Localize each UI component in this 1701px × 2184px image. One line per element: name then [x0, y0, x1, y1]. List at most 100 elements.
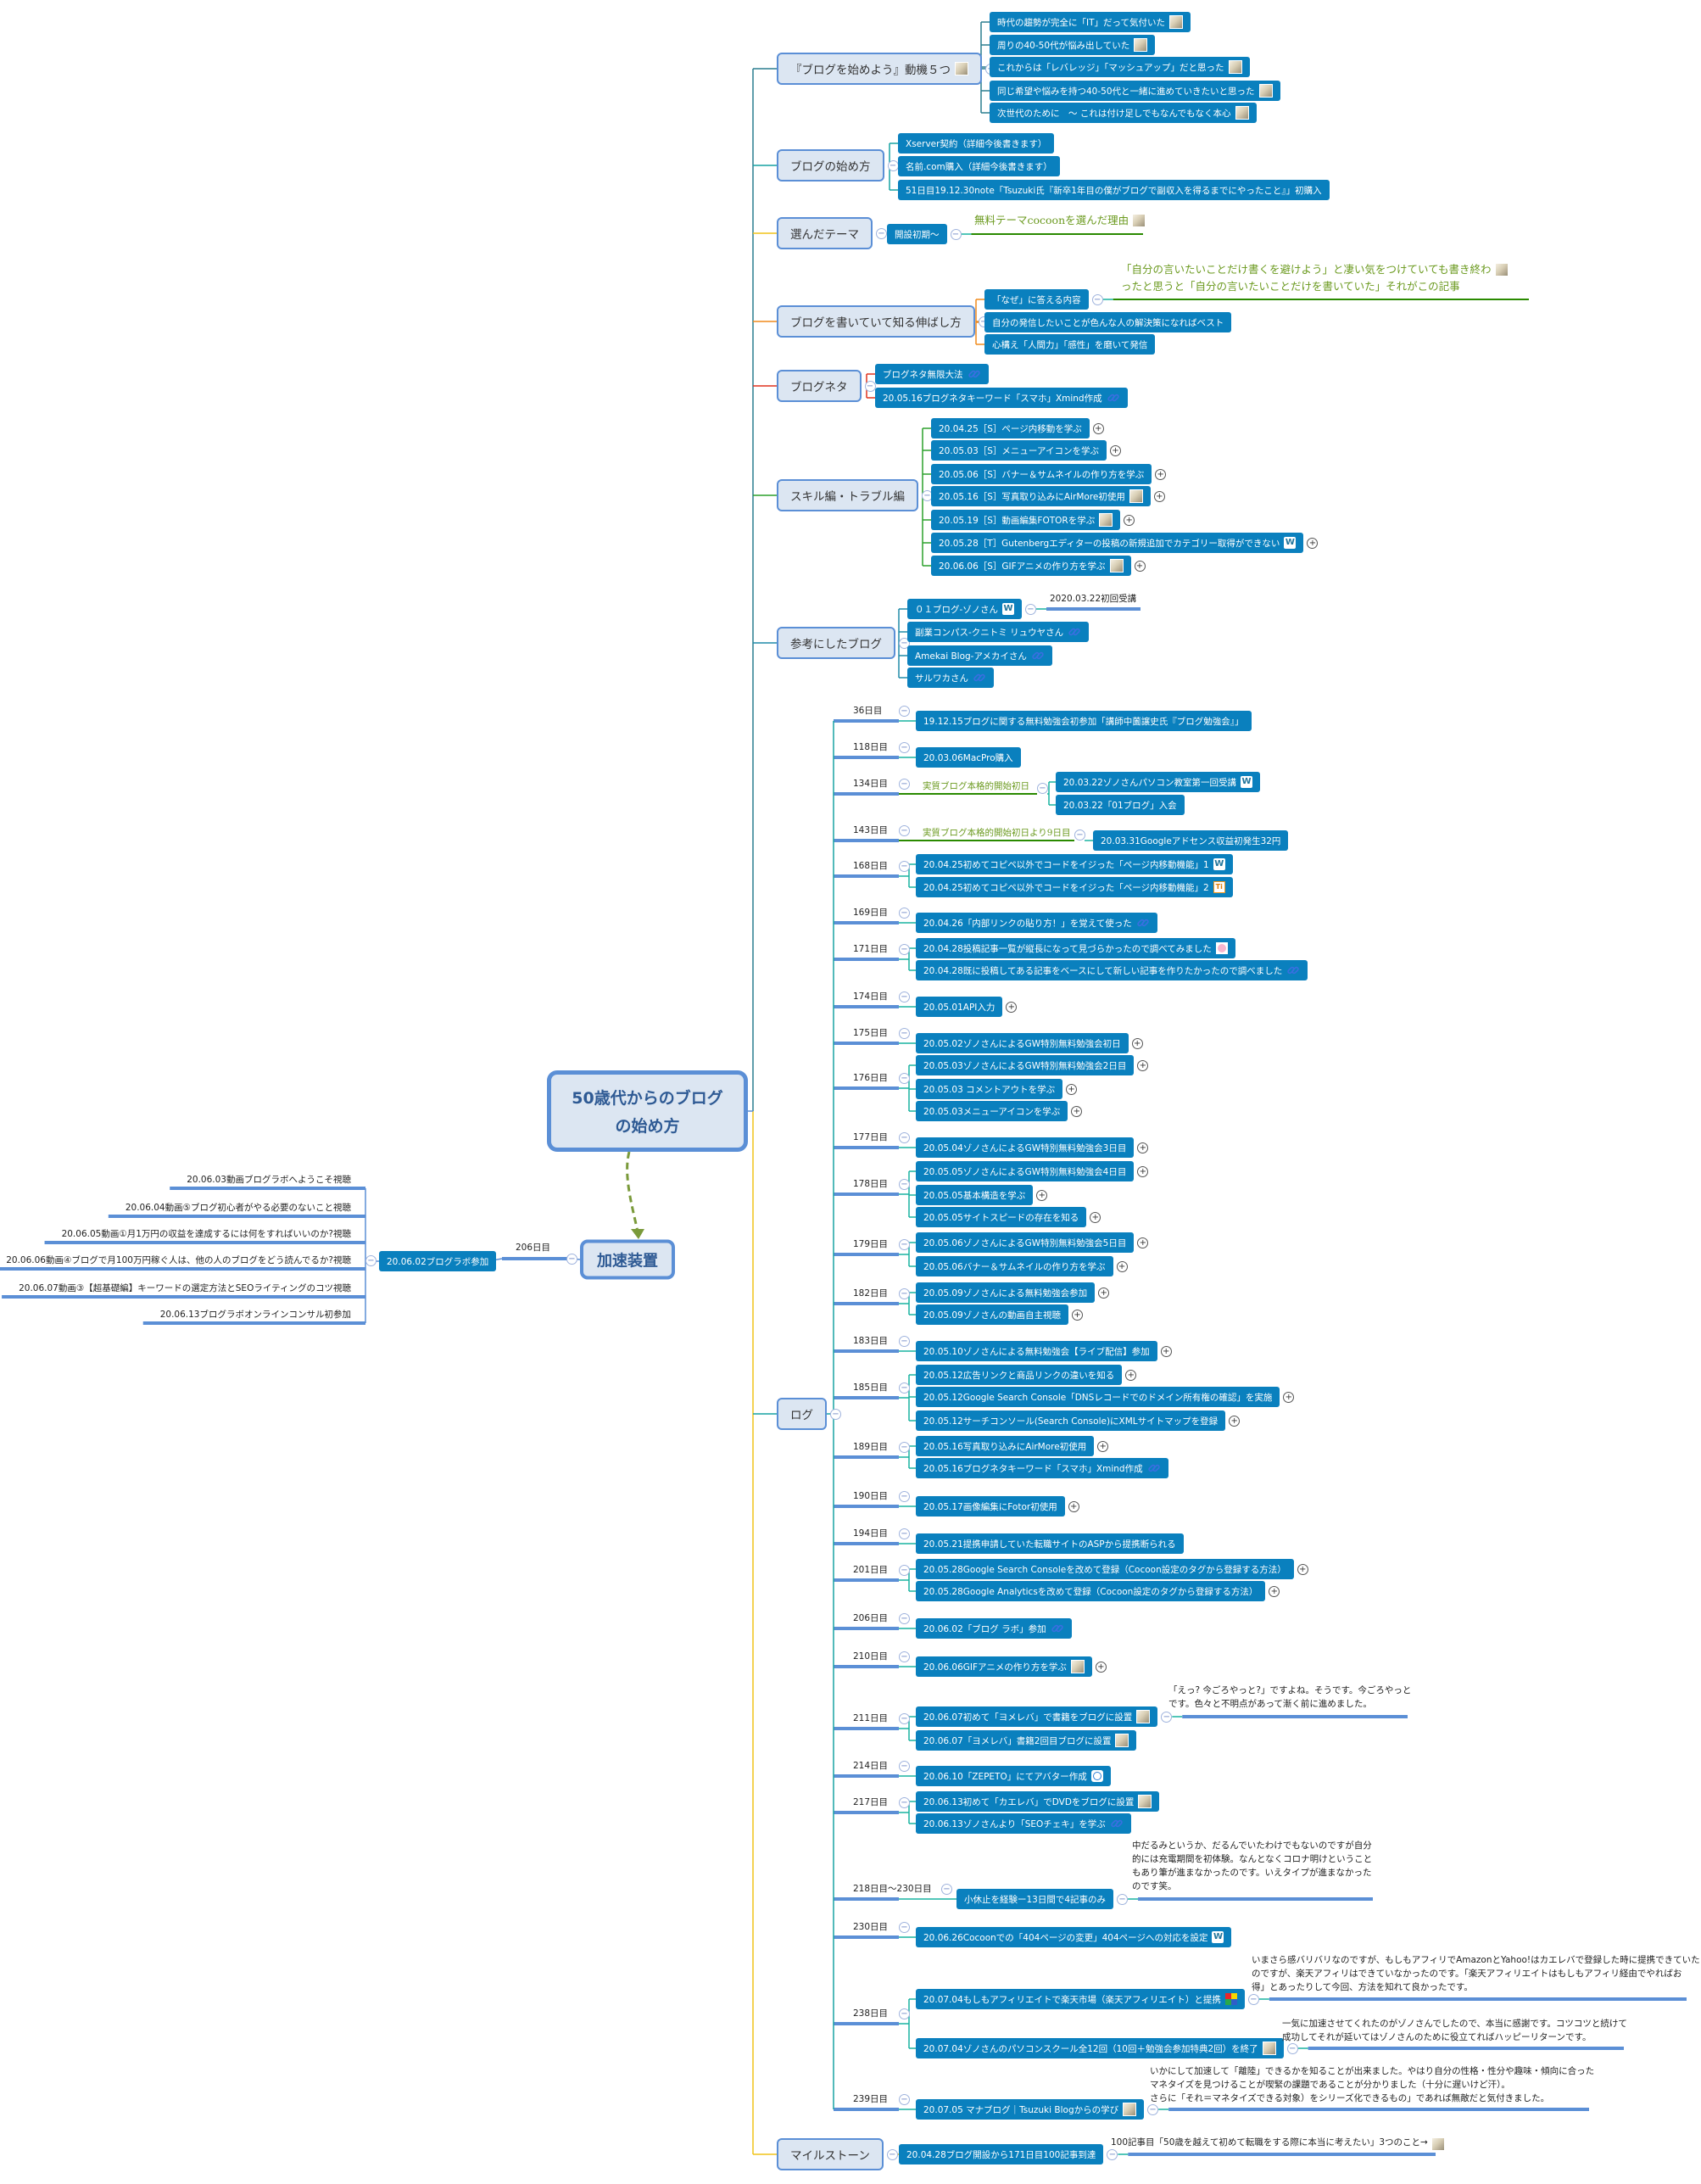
- log-entry-box[interactable]: 20.05.03メニューアイコンを学ぶ: [916, 1101, 1068, 1121]
- main-topic-box[interactable]: 参考にしたブログ: [777, 627, 895, 659]
- log-entry-box[interactable]: 20.03.22ゾノさんパソコン教室第一回受講 W: [1056, 772, 1260, 792]
- collapse-minus-icon[interactable]: −: [899, 1239, 910, 1250]
- expand-plus-icon[interactable]: +: [1229, 1415, 1241, 1427]
- collapse-minus-icon[interactable]: −: [1024, 603, 1036, 615]
- collapse-minus-icon[interactable]: −: [899, 637, 910, 649]
- collapse-minus-icon[interactable]: −: [899, 1336, 910, 1347]
- log-entry-box[interactable]: 20.05.17画像編集にFotor初使用: [916, 1496, 1065, 1517]
- expand-plus-icon[interactable]: +: [1137, 1165, 1149, 1177]
- collapse-minus-icon[interactable]: −: [899, 908, 910, 919]
- collapse-minus-icon[interactable]: −: [899, 1491, 910, 1502]
- collapse-minus-icon[interactable]: −: [899, 1565, 910, 1576]
- subtopic-box[interactable]: 「なぜ」に答える内容: [984, 289, 1089, 310]
- log-entry-box[interactable]: 20.05.03 コメントアウトを学ぶ: [916, 1079, 1063, 1099]
- expand-plus-icon[interactable]: +: [1137, 1142, 1149, 1153]
- collapse-minus-icon[interactable]: −: [1247, 1993, 1259, 2005]
- expand-plus-icon[interactable]: +: [1137, 1237, 1149, 1248]
- expand-plus-icon[interactable]: +: [1090, 1211, 1101, 1223]
- main-topic-box[interactable]: ブログの始め方: [777, 149, 884, 182]
- log-entry-box[interactable]: 20.07.05 マナブログ｜Tsuzuki Blogからの学び: [916, 2099, 1145, 2120]
- subtopic-box[interactable]: 時代の趨勢が完全に「IT」だって気付いた: [990, 12, 1191, 32]
- collapse-minus-icon[interactable]: −: [864, 380, 876, 392]
- subtopic-box[interactable]: 20.05.19［S］動画編集FOTORを学ぶ: [931, 510, 1121, 530]
- accelerator-item[interactable]: 20.06.06動画④ブログで月100万円稼ぐ人は、他の人のブログをどう読んでる…: [6, 1255, 351, 1265]
- subtopic-box[interactable]: これからは「レバレッジ」「マッシュアップ」だと思った: [990, 57, 1250, 77]
- log-entry-box[interactable]: 20.04.28既に投稿してある記事をベースにして新しい記事を作りたかったので調…: [916, 960, 1308, 980]
- log-entry-box[interactable]: 20.04.25初めてコピペ以外でコードをイジった「ページ内移動機能」1 W: [916, 854, 1233, 874]
- subtopic-box[interactable]: Xserver契約（詳細今後書きます）: [898, 133, 1055, 154]
- log-entry-box[interactable]: 20.05.28Google Analyticsを改めて登録（Cocoon設定の…: [916, 1581, 1266, 1601]
- collapse-minus-icon[interactable]: −: [1091, 293, 1103, 305]
- accelerator-item[interactable]: 20.06.13ブログラボオンラインコンサル初参加: [159, 1310, 351, 1320]
- log-entry-box[interactable]: 20.05.05サイトスピードの存在を知る: [916, 1207, 1087, 1227]
- main-topic-box[interactable]: 『ブログを始めよう』動機５つ: [777, 53, 982, 85]
- accelerator-item[interactable]: 20.06.05動画①月1万円の収益を達成するには何をすればいいのか?視聴: [61, 1229, 351, 1239]
- log-entry-box[interactable]: 20.06.10「ZEPETO」にてアバター作成: [916, 1766, 1111, 1786]
- collapse-minus-icon[interactable]: −: [899, 1179, 910, 1190]
- subtopic-box[interactable]: 20.05.16ブログネタキーワード「スマホ」Xmind作成: [875, 388, 1128, 408]
- collapse-minus-icon[interactable]: −: [950, 228, 962, 240]
- collapse-minus-icon[interactable]: −: [1147, 2103, 1159, 2115]
- collapse-minus-icon[interactable]: −: [566, 1254, 577, 1265]
- expand-plus-icon[interactable]: +: [1116, 1260, 1128, 1272]
- subtopic-box[interactable]: Amekai Blog-アメカイさん: [907, 645, 1052, 666]
- log-entry-box[interactable]: 20.06.06GIFアニメの作り方を学ぶ: [916, 1656, 1092, 1677]
- log-entry-box[interactable]: 20.05.05ゾノさんによるGW特別無料勉強会4日目: [916, 1161, 1135, 1181]
- log-entry-box[interactable]: 20.04.26「内部リンクの貼り方！」を覚えて使った: [916, 913, 1157, 933]
- relationship-arrow[interactable]: [626, 1151, 639, 1232]
- collapse-minus-icon[interactable]: −: [899, 1382, 910, 1394]
- expand-plus-icon[interactable]: +: [1134, 560, 1146, 572]
- expand-plus-icon[interactable]: +: [1160, 1345, 1172, 1357]
- subtopic-box[interactable]: 開設初期～: [887, 224, 947, 244]
- log-entry-box[interactable]: 20.05.09ゾノさんによる無料勉強会参加: [916, 1282, 1096, 1303]
- collapse-minus-icon[interactable]: −: [899, 825, 910, 836]
- collapse-minus-icon[interactable]: −: [899, 706, 910, 717]
- collapse-minus-icon[interactable]: −: [1107, 2148, 1118, 2160]
- log-entry-box[interactable]: 20.04.28投稿記事一覧が縦長になって見づらかったので調べてみました: [916, 938, 1235, 958]
- expand-plus-icon[interactable]: +: [1155, 468, 1167, 480]
- log-entry-box[interactable]: 20.05.10ゾノさんによる無料勉強会【ライブ配信】参加: [916, 1341, 1157, 1361]
- collapse-minus-icon[interactable]: −: [876, 227, 887, 239]
- main-topic-box[interactable]: 選んだテーマ: [777, 217, 873, 249]
- log-entry-box[interactable]: 20.05.02ゾノさんによるGW特別無料勉強会初日: [916, 1033, 1129, 1053]
- collapse-minus-icon[interactable]: −: [899, 1713, 910, 1724]
- accelerator-item[interactable]: 20.06.04動画⑤ブログ初心者がやる必要のないこと視聴: [125, 1203, 351, 1213]
- collapse-minus-icon[interactable]: −: [1161, 1711, 1173, 1723]
- log-entry-box[interactable]: 20.06.13ゾノさんより「SEOチェキ」を学ぶ: [916, 1813, 1131, 1834]
- log-entry-box[interactable]: 20.05.06バナー＆サムネイルの作り方を学ぶ: [916, 1256, 1113, 1276]
- expand-plus-icon[interactable]: +: [1068, 1500, 1079, 1512]
- subtopic-box[interactable]: ブログネタ無限大法: [875, 364, 989, 384]
- expand-plus-icon[interactable]: +: [1137, 1059, 1149, 1071]
- main-topic-box[interactable]: ブログを書いていて知る伸ばし方: [777, 305, 975, 338]
- log-entry-box[interactable]: 20.06.07「ヨメレバ」書籍2回目ブログに設置: [916, 1730, 1137, 1751]
- expand-plus-icon[interactable]: +: [1066, 1083, 1078, 1095]
- collapse-minus-icon[interactable]: −: [887, 159, 899, 171]
- log-entry-box[interactable]: 20.06.07初めて「ヨメレバ」で書籍をブログに設置: [916, 1706, 1158, 1727]
- expand-plus-icon[interactable]: +: [1006, 1001, 1018, 1013]
- log-entry-box[interactable]: 19.12.15ブログに関する無料勉強会初参加「講師中薗譲史氏『ブログ勉強会』」: [916, 711, 1252, 731]
- subtopic-box[interactable]: 51日目19.12.30note「Tsuzuki氏『新卒1年目の僕がブログで副収…: [898, 180, 1330, 200]
- expand-plus-icon[interactable]: +: [1125, 1369, 1137, 1381]
- expand-plus-icon[interactable]: +: [1297, 1563, 1308, 1575]
- expand-plus-icon[interactable]: +: [1283, 1391, 1295, 1403]
- main-topic-log-box[interactable]: ログ: [777, 1398, 827, 1430]
- log-entry-box[interactable]: 20.05.12Google Search Console「DNSレコードでのド…: [916, 1387, 1280, 1407]
- collapse-minus-icon[interactable]: −: [899, 1922, 910, 1933]
- subtopic-box[interactable]: 20.04.25［S］ページ内移動を学ぶ: [931, 418, 1090, 438]
- collapse-minus-icon[interactable]: −: [899, 1528, 910, 1539]
- collapse-minus-icon[interactable]: −: [899, 1761, 910, 1772]
- log-entry-box[interactable]: 20.03.06MacPro購入: [916, 747, 1021, 768]
- expand-plus-icon[interactable]: +: [1092, 422, 1104, 434]
- expand-plus-icon[interactable]: +: [1153, 490, 1165, 502]
- collapse-minus-icon[interactable]: −: [1037, 783, 1048, 794]
- subtopic-box[interactable]: 名前.com購入（詳細今後書きます）: [898, 156, 1060, 176]
- log-entry-box[interactable]: 20.07.04もしもアフィリエイトで楽天市場（楽天アフィリエイト）と提携: [916, 1989, 1245, 2009]
- collapse-minus-icon[interactable]: −: [1286, 2042, 1298, 2054]
- expand-plus-icon[interactable]: +: [1071, 1309, 1083, 1321]
- log-entry-box[interactable]: 20.05.04ゾノさんによるGW特別無料勉強会3日目: [916, 1137, 1135, 1158]
- log-entry-box[interactable]: 20.04.25初めてコピペ以外でコードをイジった「ページ内移動機能」2 Ti: [916, 877, 1233, 897]
- log-entry-box[interactable]: 小休止を経験ー13日間で4記事のみ: [956, 1889, 1114, 1909]
- collapse-minus-icon[interactable]: −: [899, 1132, 910, 1143]
- subtopic-box[interactable]: 同じ希望や悩みを持つ40-50代と一緒に進めていきたいと思った: [990, 81, 1280, 101]
- log-entry-box[interactable]: 20.05.12広告リンクと商品リンクの違いを知る: [916, 1365, 1123, 1385]
